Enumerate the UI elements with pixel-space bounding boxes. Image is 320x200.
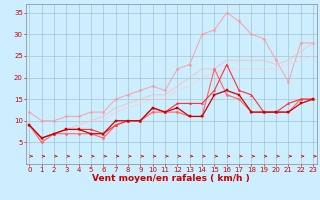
X-axis label: Vent moyen/en rafales ( km/h ): Vent moyen/en rafales ( km/h ) [92, 174, 250, 183]
